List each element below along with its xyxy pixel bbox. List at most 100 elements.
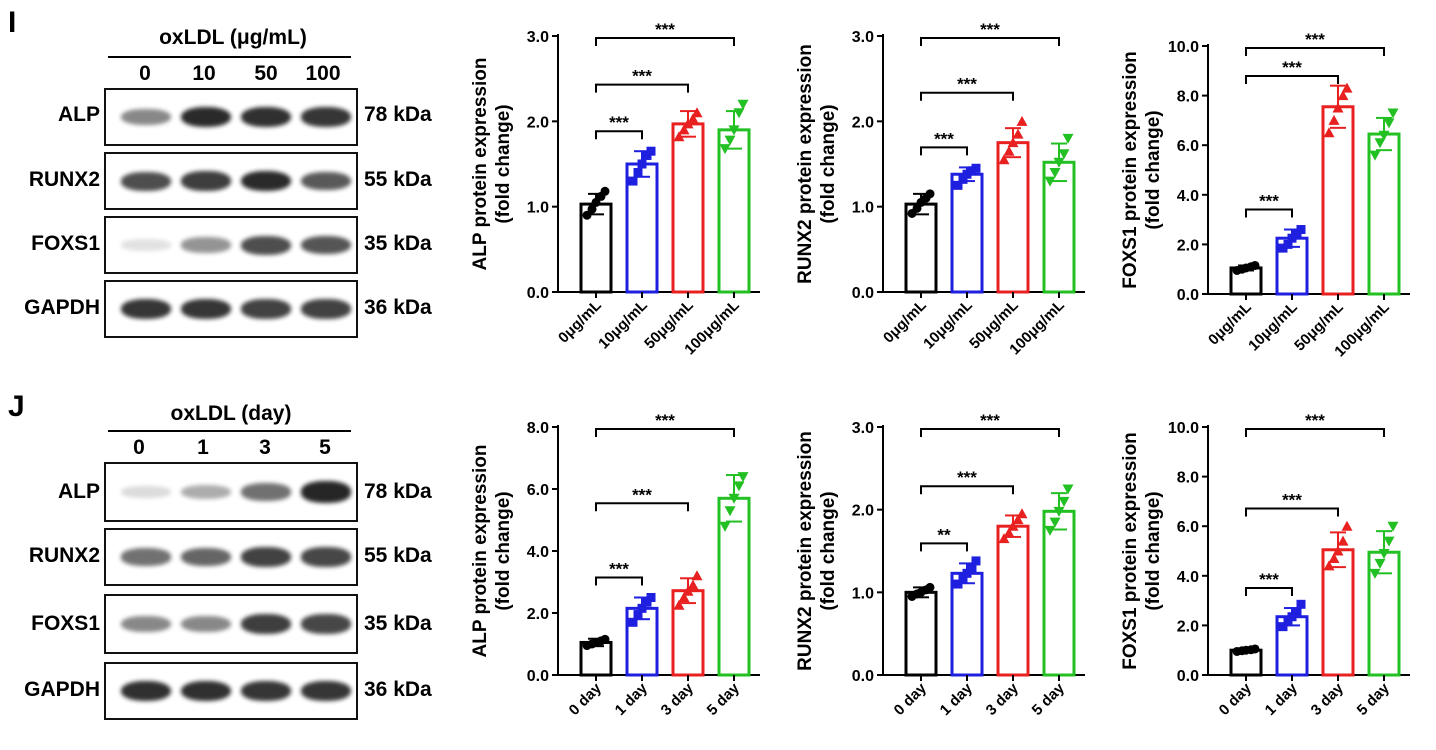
data-point: [1016, 508, 1028, 519]
data-point: [1383, 536, 1395, 547]
data-point: [1250, 260, 1260, 270]
protein-label: RUNX2: [28, 168, 100, 191]
significance-label: ***: [1305, 30, 1325, 49]
data-point: [633, 610, 643, 620]
data-point: [687, 113, 699, 124]
data-point: [1323, 127, 1335, 138]
blot-band: [241, 106, 291, 128]
blot-strip: [104, 152, 358, 210]
x-tick-label: 0 day: [566, 679, 606, 719]
blot-band: [121, 548, 171, 566]
significance-bracket: [1245, 507, 1339, 517]
y-axis-label-line: RUNX2 protein expression: [795, 44, 816, 284]
data-point: [1283, 617, 1293, 627]
blot-strip: [104, 594, 358, 654]
data-point: [1049, 517, 1061, 528]
kda-label: 55 kDa: [364, 544, 432, 567]
blot-band: [301, 680, 351, 702]
x-tick-label: 1 day: [612, 679, 652, 719]
data-point: [1007, 137, 1019, 148]
lane-label: 50: [254, 62, 278, 85]
data-point: [1062, 133, 1074, 144]
data-point: [633, 168, 643, 178]
data-point: [1058, 496, 1070, 507]
data-point: [1378, 130, 1390, 141]
significance-label: **: [937, 525, 951, 544]
bar: [950, 571, 984, 677]
kda-label: 36 kDa: [364, 296, 432, 319]
x-tick-label: 10μg/mL: [1245, 299, 1301, 355]
y-tick-label: 3.0: [527, 29, 549, 46]
data-point: [953, 180, 963, 190]
lane-label: 0: [133, 436, 145, 459]
data-point: [1369, 568, 1381, 579]
significance-label: ***: [655, 411, 675, 430]
data-point: [998, 154, 1010, 165]
data-point: [1003, 145, 1015, 156]
y-tick-label: 0.0: [527, 285, 549, 302]
significance-label: ***: [632, 485, 652, 504]
data-point: [719, 521, 731, 532]
x-tick-label: 5 day: [1029, 679, 1069, 719]
lane-label: 0: [139, 62, 151, 85]
blot-strip: [104, 280, 358, 338]
kda-label: 78 kDa: [364, 103, 432, 126]
blot-band: [181, 484, 231, 500]
alp-concentration-bar-chart: ALP protein expression (fold change) 0.0 1.…: [470, 20, 760, 358]
y-tick-label: 2.0: [852, 114, 874, 131]
protein-label: ALP: [58, 103, 100, 126]
data-point: [600, 634, 610, 644]
blot-band: [241, 170, 291, 192]
data-point: [728, 125, 740, 136]
blot-strip: [104, 216, 358, 274]
y-axis-label: FOXS1 protein expression (fold change): [1120, 51, 1164, 289]
data-point: [1287, 612, 1297, 622]
significance-label: ***: [980, 411, 1000, 430]
blot-strip: [104, 662, 358, 720]
significance-label: ***: [1282, 58, 1302, 77]
significance-bracket: [1245, 428, 1385, 437]
data-point: [682, 585, 694, 596]
blot-band: [301, 171, 351, 191]
blot-title-underline: [108, 430, 351, 432]
significance-label: ***: [1259, 570, 1279, 589]
foxs1-time-bar-chart: FOXS1 protein expression (fold change) 0.0…: [1120, 411, 1410, 719]
data-point: [719, 144, 731, 155]
blot-band: [301, 106, 351, 128]
blot-title-underline: [108, 56, 351, 58]
y-axis-label-line: (fold change): [1143, 491, 1164, 610]
data-point: [962, 568, 972, 578]
significance-bracket: [920, 91, 1014, 101]
significance-bracket: [595, 83, 689, 93]
data-point: [1332, 102, 1344, 113]
x-tick-label: 1 day: [937, 679, 977, 719]
x-tick-label: 1 day: [1262, 679, 1302, 719]
y-tick-label: 8.0: [1177, 470, 1199, 487]
data-point: [1292, 607, 1302, 617]
y-tick-label: 2.0: [1177, 618, 1199, 635]
y-axis-label-line: (fold change): [818, 104, 839, 223]
x-tick-label: 10μg/mL: [595, 297, 651, 353]
y-axis-label: ALP protein expression (fold change): [470, 58, 514, 271]
data-point: [1003, 527, 1015, 538]
significance-label: ***: [934, 129, 954, 148]
data-point: [1328, 552, 1340, 563]
significance-bracket: [595, 576, 643, 586]
y-tick-label: 4.0: [527, 544, 549, 561]
y-tick-label: 3.0: [852, 420, 874, 437]
kda-label: 55 kDa: [364, 168, 432, 191]
blot-band: [181, 298, 231, 320]
data-point: [737, 472, 749, 483]
blot-band: [121, 616, 171, 632]
y-tick-label: 0.0: [1177, 668, 1199, 685]
y-tick-label: 8.0: [1177, 89, 1199, 106]
significance-label: ***: [957, 468, 977, 487]
data-point: [1337, 535, 1349, 546]
data-point: [1341, 520, 1353, 531]
data-point: [582, 210, 592, 220]
data-point: [967, 563, 977, 573]
data-point: [591, 197, 601, 207]
x-tick-label: 5 day: [704, 679, 744, 719]
blot-band: [181, 106, 231, 128]
significance-bracket: [920, 146, 968, 156]
